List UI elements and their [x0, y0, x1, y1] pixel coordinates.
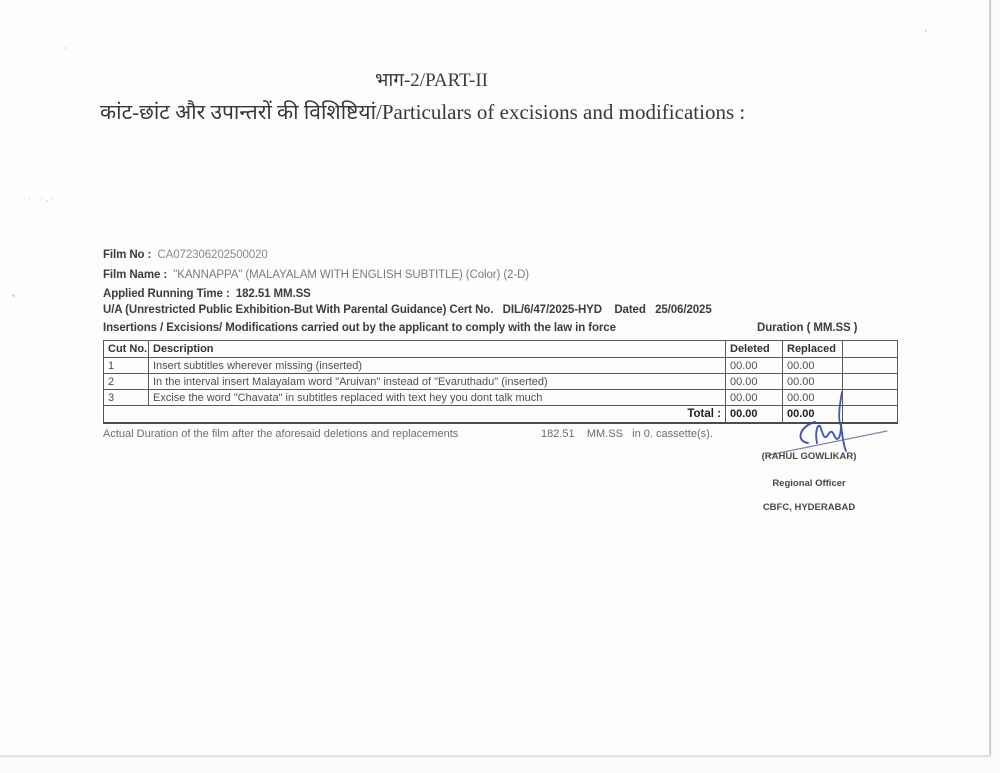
scan-smudge: ·˙·‚·	[28, 193, 57, 203]
scan-speck	[12, 294, 15, 297]
film-name-label: Film Name :	[103, 269, 168, 281]
cell-blank	[842, 373, 898, 390]
table-total-row: Total : 00.00 00.00	[103, 405, 898, 424]
cell-description: Insert subtitles wherever missing (inser…	[148, 357, 726, 374]
total-replaced: 00.00	[782, 405, 843, 424]
cert-line: U/A (Unrestricted Public Exhibition-But …	[103, 304, 712, 316]
actual-duration-unit: MM.SS	[586, 428, 623, 440]
film-no-value: CA072306202500020	[157, 249, 268, 261]
scanned-page: भाग-2/PART-II कांट-छांट और उपान्तरों की …	[0, 0, 991, 757]
signatory-org: CBFC, HYDERABAD	[762, 502, 856, 513]
running-time-label: Applied Running Time :	[103, 288, 230, 300]
dated-label: Dated	[614, 304, 646, 316]
scan-speck	[925, 30, 927, 32]
cell-replaced: 00.00	[782, 373, 843, 390]
table-header-row: Cut No. Description Deleted Replaced	[103, 340, 898, 358]
film-name-value: "KANNAPPA" (MALAYALAM WITH ENGLISH SUBTI…	[173, 269, 530, 281]
col-blank	[842, 340, 898, 358]
table-row: 3 Excise the word "Chavata" in subtitles…	[103, 389, 898, 406]
col-cut-no: Cut No.	[103, 340, 149, 358]
cell-cut-no: 1	[103, 357, 149, 374]
cuts-table: Cut No. Description Deleted Replaced 1 I…	[103, 340, 898, 424]
table-row: 2 In the interval insert Malayalam word …	[103, 373, 898, 390]
page-title: भाग-2/PART-II	[375, 70, 488, 91]
cassette-text: in 0. cassette(s).	[632, 428, 713, 440]
actual-duration-line: Actual Duration of the film after the af…	[103, 428, 458, 440]
cell-blank	[842, 357, 898, 374]
page-edge-right	[989, 0, 991, 757]
cell-replaced: 00.00	[782, 389, 843, 406]
cell-deleted: 00.00	[725, 357, 783, 374]
actual-duration-value: 182.51	[541, 428, 575, 440]
cell-description: Excise the word "Chavata" in subtitles r…	[148, 389, 726, 406]
signatory-name: (RAHUL GOWLIKAR)	[761, 451, 857, 462]
cert-no-value: DIL/6/47/2025-HYD	[502, 304, 602, 316]
page-subtitle: कांट-छांट और उपान्तरों की विशिष्टियां/Pa…	[100, 100, 746, 124]
running-time-line: Applied Running Time : 182.51 MM.SS	[103, 288, 311, 300]
duration-column-header: Duration ( MM.SS )	[757, 322, 858, 334]
cert-text: U/A (Unrestricted Public Exhibition-But …	[103, 304, 494, 316]
page-edge-bottom	[0, 755, 991, 757]
actual-duration-values: 182.51 MM.SS in 0. cassette(s).	[541, 428, 713, 440]
total-label: Total :	[103, 405, 726, 424]
cell-replaced: 00.00	[782, 357, 843, 374]
actual-duration-label: Actual Duration of the film after the af…	[103, 428, 459, 440]
cell-blank	[842, 405, 898, 424]
scan-speck	[64, 47, 67, 49]
cert-date-value: 25/06/2025	[655, 304, 712, 316]
film-no-line: Film No : CA072306202500020	[103, 249, 268, 261]
total-deleted: 00.00	[725, 405, 783, 424]
handwritten-signature	[768, 391, 888, 456]
insertions-note: Insertions / Excisions/ Modifications ca…	[103, 322, 616, 334]
cell-cut-no: 3	[103, 389, 149, 406]
cell-cut-no: 2	[103, 373, 149, 390]
table-row: 1 Insert subtitles wherever missing (ins…	[103, 357, 898, 374]
col-description: Description	[148, 340, 726, 358]
col-deleted: Deleted	[725, 340, 783, 358]
cell-deleted: 00.00	[725, 373, 783, 390]
cell-description: In the interval insert Malayalam word "A…	[148, 373, 726, 390]
film-name-line: Film Name : "KANNAPPA" (MALAYALAM WITH E…	[103, 269, 529, 281]
signatory-title: Regional Officer	[772, 478, 846, 489]
film-no-label: Film No :	[103, 249, 152, 261]
col-replaced: Replaced	[782, 340, 843, 358]
running-time-value: 182.51 MM.SS	[235, 288, 311, 300]
